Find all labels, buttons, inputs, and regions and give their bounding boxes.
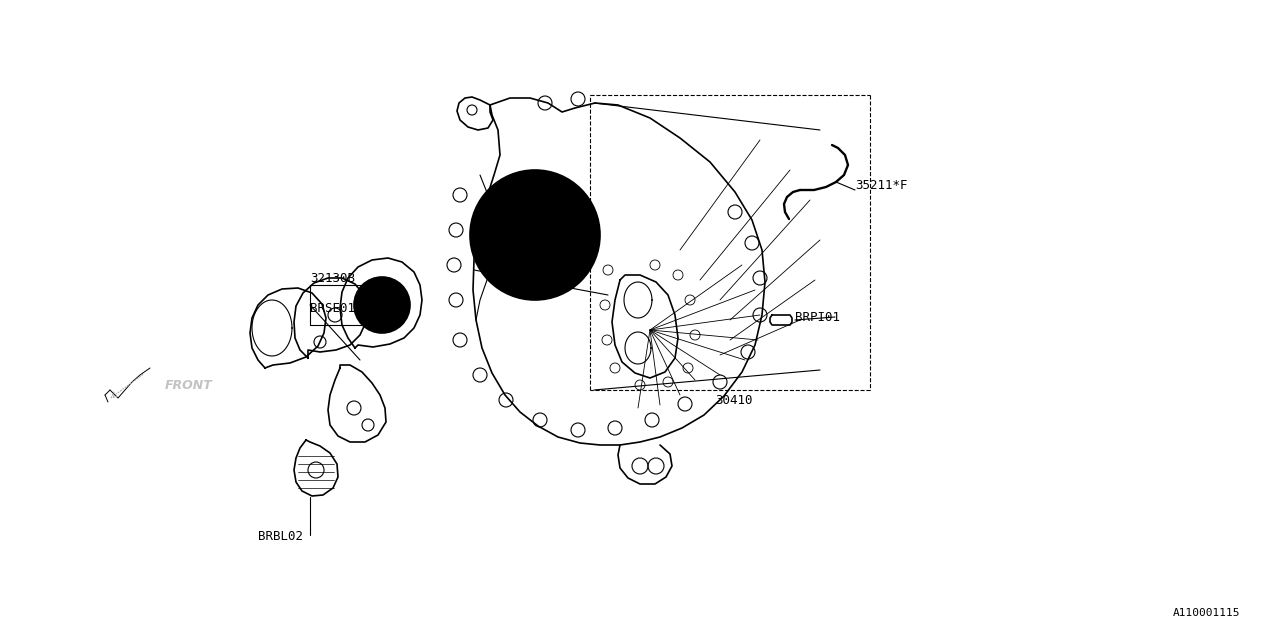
Text: 32130B: 32130B — [310, 271, 355, 285]
Circle shape — [470, 170, 600, 300]
Text: BRBL02: BRBL02 — [259, 531, 303, 543]
Text: A110001115: A110001115 — [1172, 608, 1240, 618]
Text: BRSE01: BRSE01 — [310, 301, 355, 314]
Text: BRPI01: BRPI01 — [795, 310, 840, 323]
Text: 35211*F: 35211*F — [855, 179, 908, 191]
Circle shape — [355, 277, 410, 333]
Text: 30410: 30410 — [716, 394, 753, 406]
Text: FRONT: FRONT — [165, 378, 212, 392]
